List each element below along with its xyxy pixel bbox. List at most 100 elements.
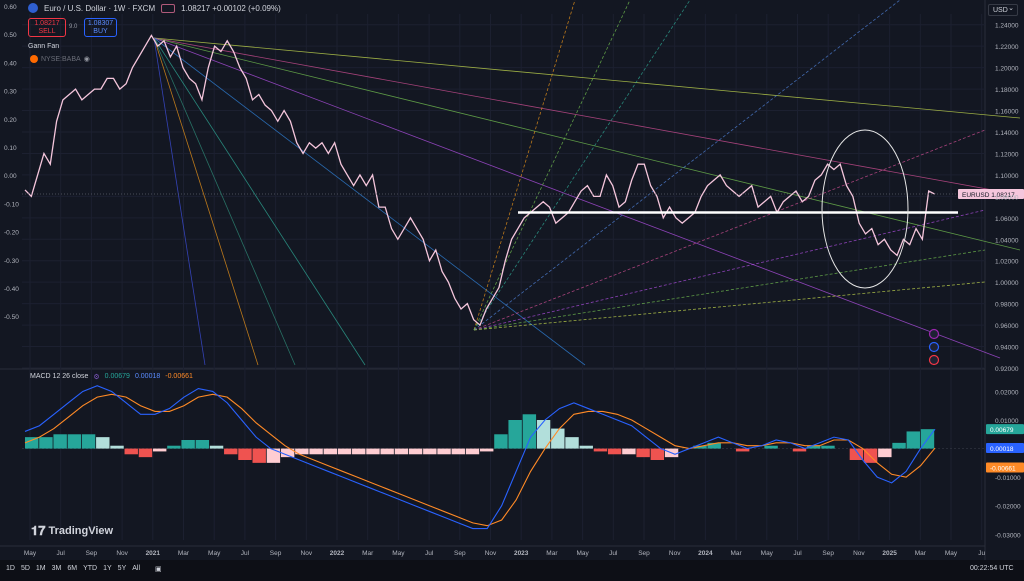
eye-icon[interactable]: ◉ (83, 56, 90, 63)
timeframe-buttons[interactable]: 1D 5D 1M 3M 6M YTD 1Y 5Y All (6, 565, 140, 572)
time-axis-tick: Jul (425, 550, 434, 557)
gann-fan-ray (153, 37, 586, 366)
macd-histogram-bar (309, 448, 323, 455)
bottom-toolbar (0, 560, 1024, 581)
macd-histogram-bar (650, 448, 665, 460)
macd-axis-label-text: 0.00679 (990, 427, 1014, 434)
time-axis-tick: Nov (669, 550, 681, 557)
gann-fan-ray-dashed (473, 281, 986, 331)
macd-histogram-bar (693, 445, 707, 449)
timeframe-5y[interactable]: 5Y (117, 565, 127, 572)
time-axis-tick: Sep (822, 550, 834, 557)
time-axis-tick: May (392, 550, 405, 557)
timeframe-6m[interactable]: 6M (67, 565, 78, 572)
price-axis-label (958, 189, 1024, 200)
baba-logo-icon (30, 55, 38, 63)
macd-histogram-bar (295, 448, 309, 455)
timeframe-1d[interactable]: 1D (6, 565, 15, 572)
time-axis-tick: 2021 (146, 550, 161, 557)
time-axis-tick: May (945, 550, 958, 557)
macd-histogram-bar (138, 448, 153, 458)
macd-value: 0.00679 (104, 373, 130, 380)
right-axis-tick: 1.20000 (995, 66, 1019, 73)
macd-histogram-bar (366, 448, 380, 455)
time-axis-tick: 2025 (882, 550, 897, 557)
macd-histogram-bar (522, 414, 537, 449)
price-line (24, 34, 936, 327)
macd-histogram-bar (480, 448, 494, 452)
hist-value: -0.00661 (165, 373, 193, 380)
tradingview-logo[interactable]: 𝟏𝟕 TradingView (31, 523, 113, 539)
macd-histogram-bar (878, 448, 892, 458)
compare-legend[interactable]: NYSE:BABA ◉ (30, 55, 90, 63)
left-axis-tick: -0.30 (4, 258, 19, 265)
macd-histogram-bar (337, 448, 352, 455)
symbol-tag-icon[interactable] (161, 3, 176, 13)
left-axis-tick: 0.60 (4, 4, 17, 11)
timeframe-5d[interactable]: 5D (20, 565, 30, 572)
gann-fan-ray (153, 37, 1021, 196)
time-axis-tick: Nov (853, 550, 865, 557)
right-axis-tick: 1.12000 (995, 151, 1019, 158)
macd-histogram-bar (892, 442, 906, 449)
time-axis-tick: Ju (978, 550, 985, 557)
sell-button[interactable]: 1.08217 SELL (28, 18, 66, 37)
timeframe-ytd[interactable]: YTD (83, 565, 98, 572)
buy-price: 1.08307 (87, 20, 114, 27)
currency-select[interactable]: USD (988, 3, 1018, 16)
timeframe-1m[interactable]: 1M (35, 565, 46, 572)
macd-histogram-bar (224, 448, 238, 455)
left-axis-tick: -0.40 (4, 286, 19, 293)
time-axis-tick: Nov (485, 550, 497, 557)
event-marker-icon (928, 328, 940, 340)
macd-pane: 0.00679 0.00018 -0.00661 (22, 385, 1024, 530)
macd-histogram-bar (622, 448, 636, 455)
macd-legend[interactable]: MACD 12 26 close ⚙ 0.00679 0.00018 -0.00… (30, 373, 193, 381)
left-axis-tick: 0.30 (4, 89, 17, 96)
utc-clock[interactable]: 00:22:54 UTC (970, 565, 1014, 572)
time-axis-tick: Jul (793, 550, 802, 557)
signal-value: 0.00018 (134, 373, 161, 380)
timeframe-1y[interactable]: 1Y (103, 565, 112, 572)
macd-histogram-bar (423, 448, 437, 455)
time-axis-tick: 2023 (514, 550, 529, 557)
gann-fan-ray-dashed (473, 0, 576, 331)
settings-icon[interactable]: ⚙ (93, 374, 100, 381)
eur-flag-icon (28, 3, 38, 13)
macd-histogram-bar (551, 428, 565, 449)
symbol-header[interactable]: Euro / U.S. Dollar · 1W · FXCM 1.08217 +… (28, 3, 281, 13)
macd-histogram-bar (764, 445, 778, 449)
time-axis-tick: Nov (116, 550, 128, 557)
compare-symbol: NYSE:BABA (41, 55, 81, 63)
gann-fan-legend[interactable]: Gann Fan (28, 43, 60, 50)
macd-histogram-bar (508, 420, 522, 449)
macd-histogram-bar (39, 437, 53, 449)
right-axis-tick: 0.98000 (995, 302, 1019, 309)
macd-histogram-bar (821, 445, 835, 449)
macd-title: MACD 12 26 close (30, 373, 89, 380)
macd-histogram-bar (565, 437, 579, 449)
right-axis-tick: 0.96000 (995, 323, 1019, 330)
buy-label: BUY (93, 28, 108, 35)
macd-line (24, 385, 936, 530)
left-axis-tick: 0.50 (4, 32, 17, 39)
macd-histogram-bar (25, 437, 39, 449)
right-axis-tick: 1.00000 (995, 280, 1019, 287)
right-axis-tick: 1.04000 (995, 237, 1019, 244)
timeframe-3m[interactable]: 3M (51, 565, 62, 572)
buy-button[interactable]: 1.08307 BUY (84, 18, 117, 37)
gann-fan-ray (153, 37, 296, 366)
symbol-title[interactable]: Euro / U.S. Dollar · 1W · FXCM (44, 3, 156, 13)
timeframe-all[interactable]: All (132, 565, 141, 572)
gann-fan-ray-dashed (473, 0, 631, 331)
macd-histogram-bar (707, 442, 721, 449)
macd-histogram-bar (408, 448, 423, 455)
macd-histogram-bar (110, 445, 124, 449)
macd-histogram-bar (494, 434, 508, 449)
date-range-icon[interactable]: ▣ (155, 566, 162, 573)
event-marker-icon (928, 341, 940, 353)
macd-histogram-bar (323, 448, 338, 455)
